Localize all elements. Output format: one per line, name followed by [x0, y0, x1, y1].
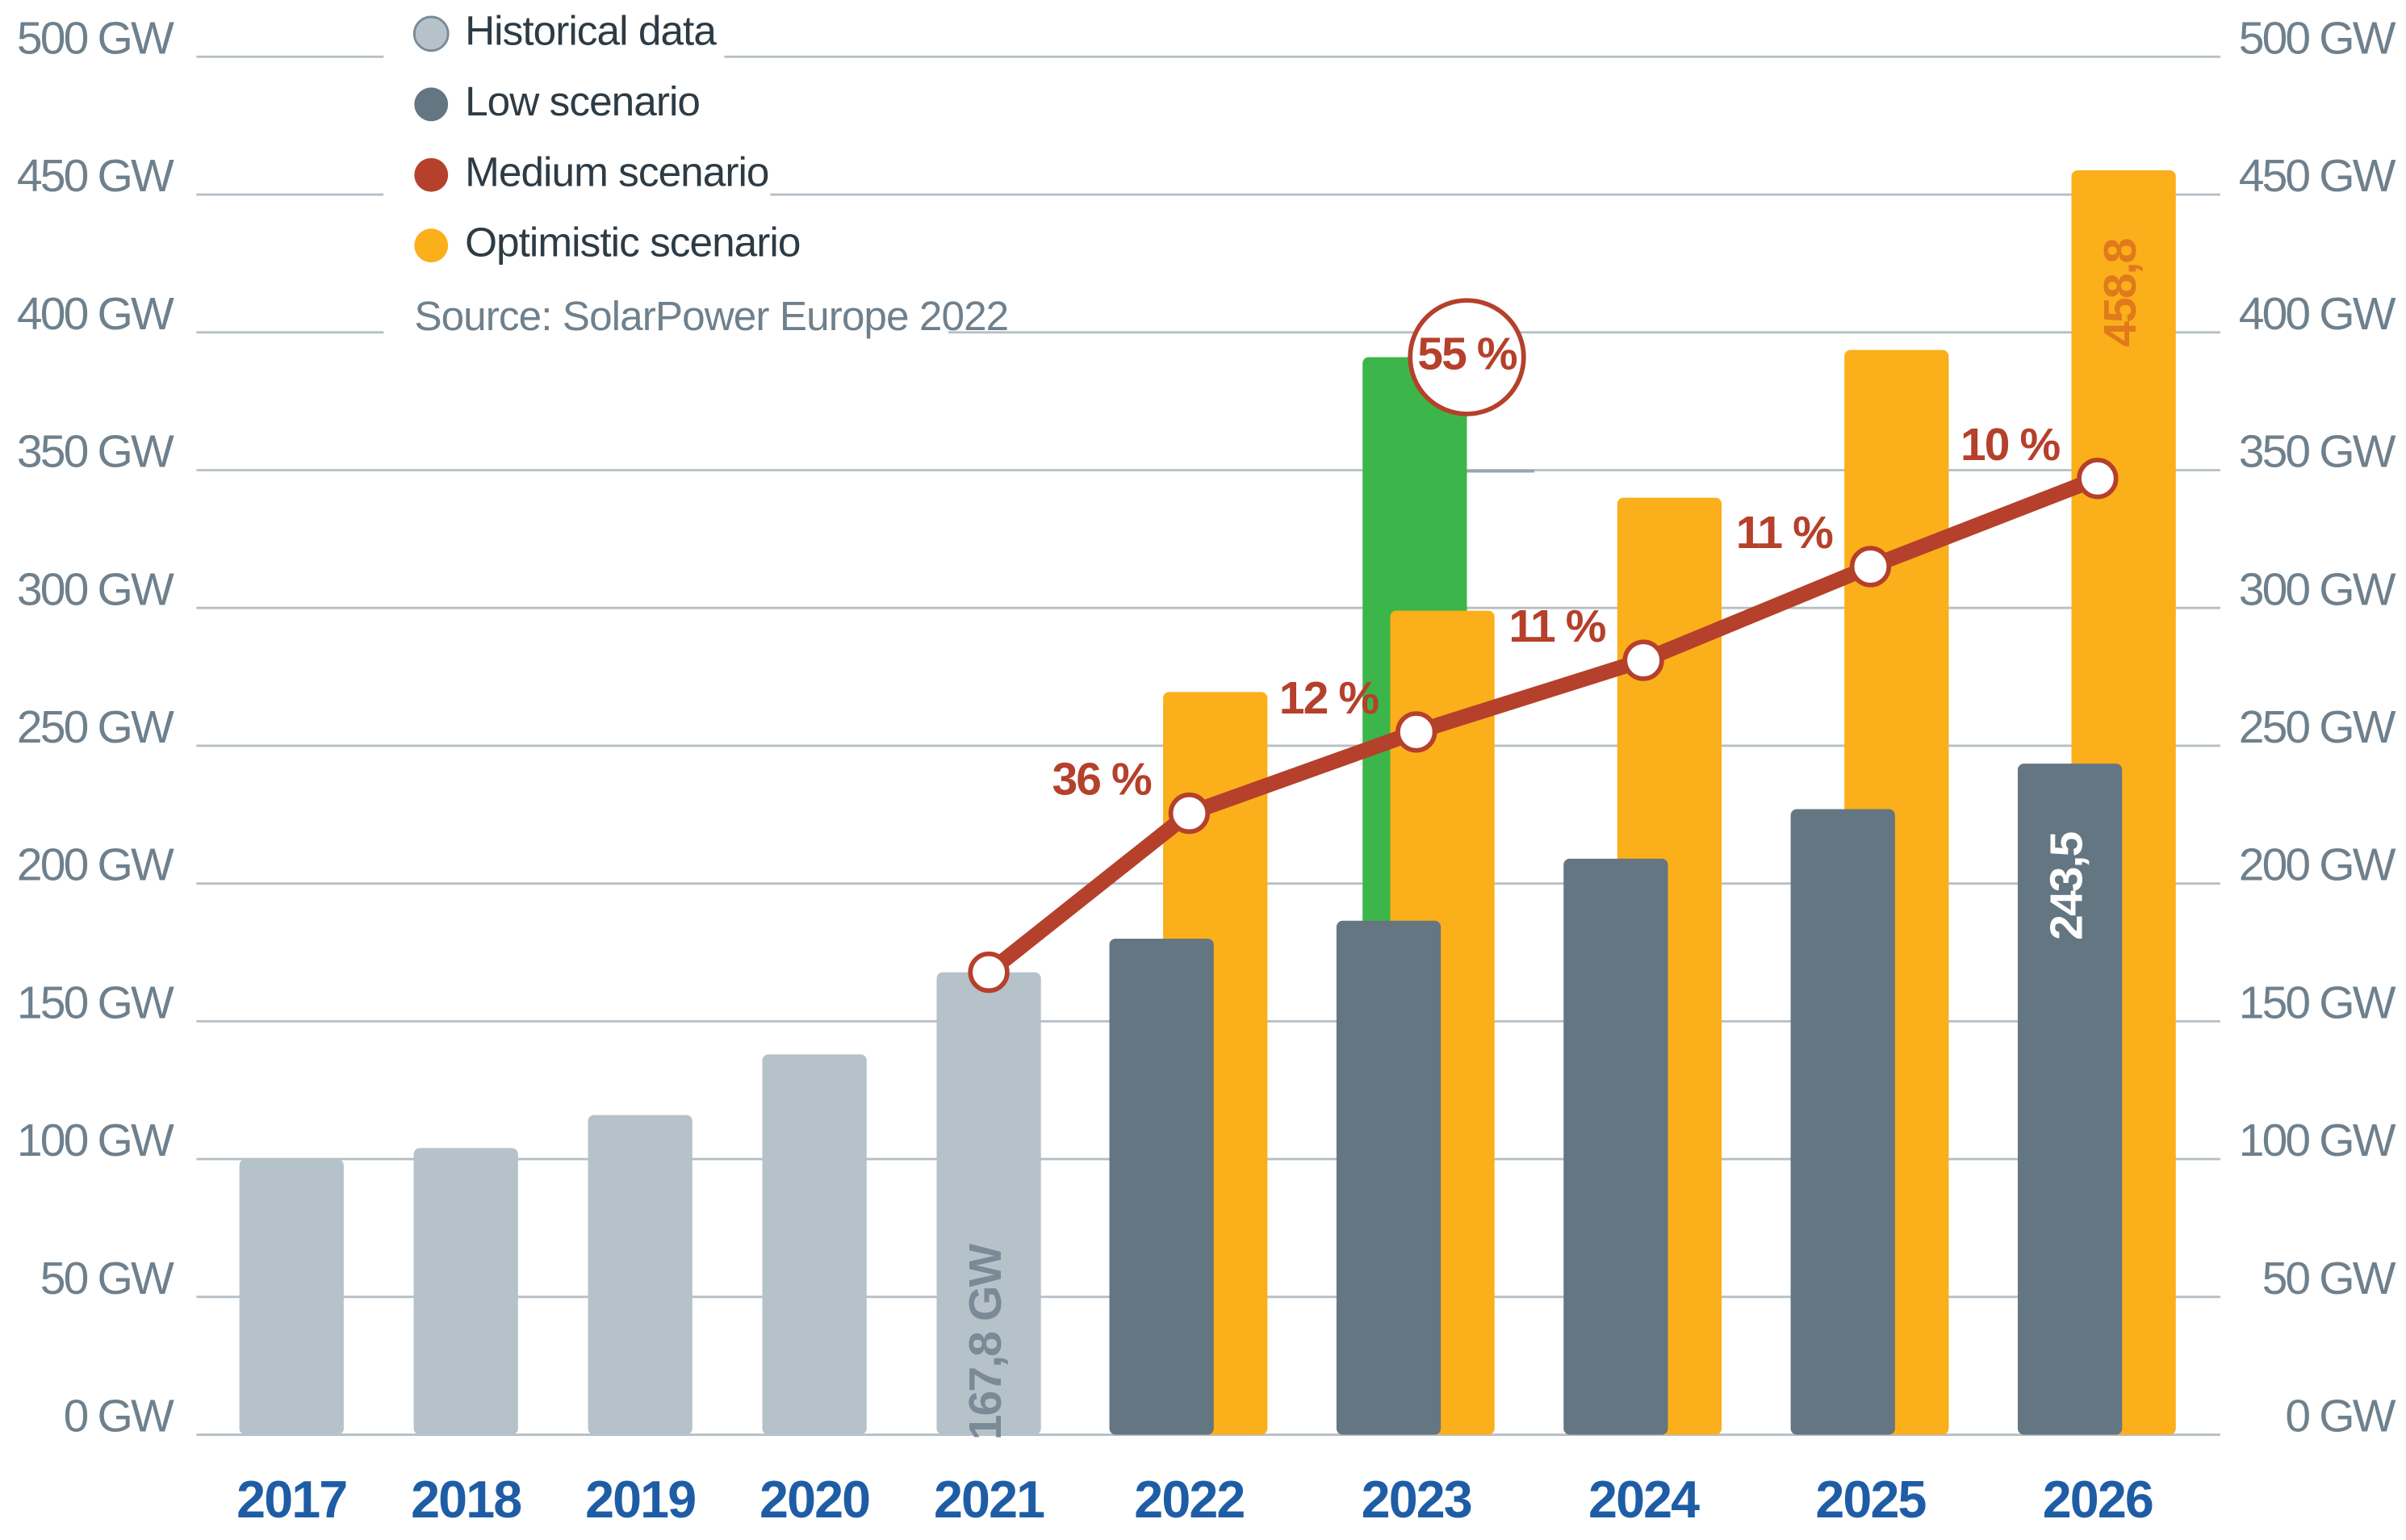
growth-label: 10 %	[1960, 419, 2061, 471]
line	[984, 471, 2101, 979]
value-label: 458,8	[2094, 239, 2146, 346]
x-tick-label: 2018	[411, 1470, 521, 1529]
y-tick-label: 350 GW	[17, 426, 174, 478]
bar	[2017, 764, 2123, 1435]
y2-tick-label: 500 GW	[2239, 12, 2396, 64]
legend-swatch	[414, 157, 449, 192]
y2-tick-label: 300 GW	[2239, 563, 2396, 615]
legend-swatch	[412, 15, 450, 52]
bar	[1109, 938, 1214, 1435]
bar-label: 55 %	[1417, 329, 1517, 380]
x-tick-label: 2025	[1815, 1470, 1926, 1529]
y-tick-label: 50 GW	[40, 1253, 174, 1304]
value-label: 167,8 GW	[960, 1244, 1011, 1441]
label-ring	[1408, 298, 1526, 416]
legend-label: Medium scenario	[465, 149, 768, 195]
bar	[936, 972, 1041, 1435]
legend-label: Low scenario	[465, 78, 700, 124]
bar	[413, 1148, 518, 1435]
bar	[239, 1159, 344, 1435]
y2-tick-label: 150 GW	[2239, 977, 2396, 1028]
legend-bg	[383, 153, 771, 216]
x-tick-label: 2017	[236, 1470, 346, 1529]
bar	[1790, 809, 1895, 1435]
y-tick-label: 400 GW	[17, 288, 174, 340]
x-tick-label: 2019	[585, 1470, 695, 1529]
growth-label: 36 %	[1052, 754, 1153, 806]
y-tick-label: 250 GW	[17, 701, 174, 753]
y2-tick-label: 50 GW	[2262, 1253, 2396, 1304]
y-tick-label: 300 GW	[17, 563, 174, 615]
y2-tick-label: 350 GW	[2239, 426, 2396, 478]
line-point	[1622, 639, 1664, 681]
growth-label: 11 %	[1736, 507, 1833, 559]
line-point	[968, 951, 1010, 994]
y2-tick-label: 200 GW	[2239, 839, 2396, 891]
line-point	[1168, 792, 1211, 835]
y2-tick-label: 400 GW	[2239, 288, 2396, 340]
bar	[762, 1054, 867, 1435]
x-tick-label: 2024	[1588, 1470, 1700, 1529]
y-tick-label: 100 GW	[17, 1115, 174, 1166]
y-tick-label: 450 GW	[17, 150, 174, 202]
line-point	[2077, 458, 2119, 500]
line-point	[1395, 711, 1437, 753]
legend-swatch	[414, 228, 449, 263]
bar	[588, 1115, 693, 1435]
x-tick-label: 2026	[2043, 1470, 2153, 1529]
bar	[1563, 858, 1668, 1435]
x-tick-label: 2021	[934, 1470, 1044, 1529]
x-tick-label: 2022	[1134, 1470, 1244, 1529]
value-label: 243,5	[2041, 832, 2093, 940]
y2-tick-label: 100 GW	[2239, 1115, 2396, 1166]
bar	[1336, 920, 1442, 1435]
growth-label: 12 %	[1279, 672, 1379, 724]
growth-label: 11 %	[1508, 601, 1605, 652]
x-tick-label: 2020	[759, 1470, 869, 1529]
x-tick-label: 2023	[1362, 1470, 1471, 1529]
line-point	[1849, 546, 1892, 588]
y-tick-label: 500 GW	[17, 12, 174, 64]
y2-tick-label: 0 GW	[2285, 1391, 2396, 1442]
y2-tick-label: 450 GW	[2239, 150, 2396, 202]
y-tick-label: 0 GW	[64, 1391, 174, 1442]
legend-label: Historical data	[465, 7, 717, 53]
y-tick-label: 200 GW	[17, 839, 174, 891]
legend-bg	[383, 276, 948, 354]
y-tick-label: 150 GW	[17, 977, 174, 1028]
legend-label: Optimistic scenario	[465, 220, 800, 266]
y2-tick-label: 250 GW	[2239, 701, 2396, 753]
legend-swatch	[414, 87, 449, 122]
source: Source: SolarPower Europe 2022	[414, 293, 1008, 339]
